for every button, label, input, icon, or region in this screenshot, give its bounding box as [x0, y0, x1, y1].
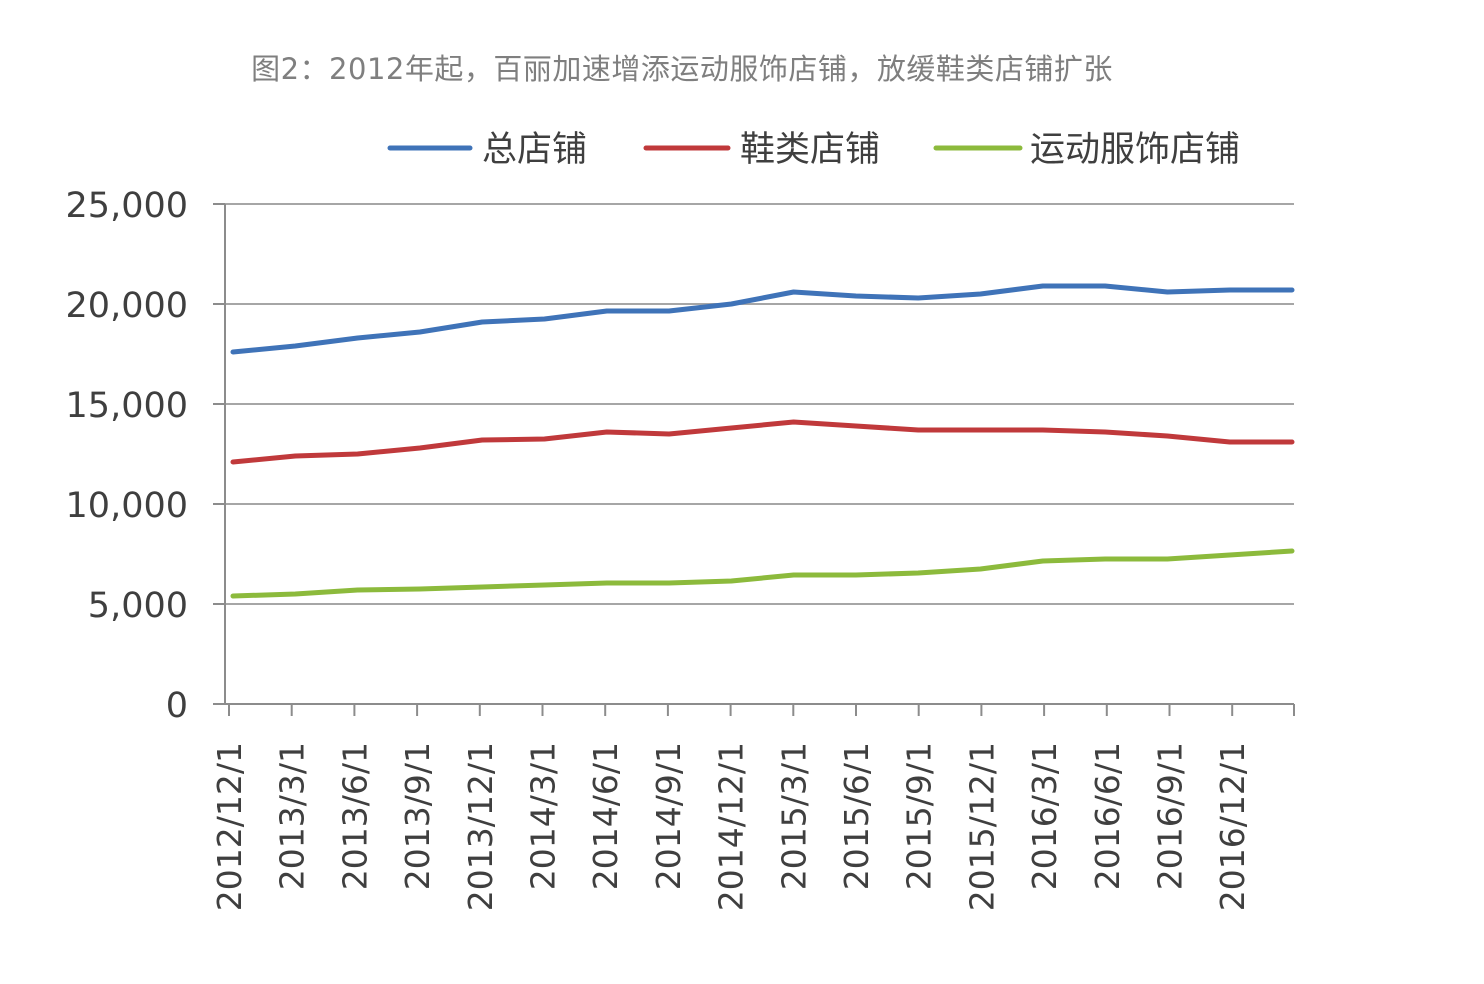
series-line-1 — [230, 419, 1295, 465]
legend-label-2: 运动服饰店铺 — [1030, 130, 1240, 170]
y-tick-label-0: 0 — [166, 686, 188, 726]
x-tick-label-13: 2016/3/1 — [1025, 742, 1064, 890]
series-line-0 — [230, 283, 1295, 355]
x-tick-label-2: 2013/6/1 — [335, 742, 374, 890]
series-lines — [230, 283, 1295, 599]
x-tick-label-16: 2016/12/1 — [1213, 742, 1252, 911]
x-tick-label-12: 2015/12/1 — [962, 742, 1001, 911]
x-tick-label-3: 2013/9/1 — [398, 742, 437, 890]
y-tick-label-3: 15,000 — [66, 386, 188, 426]
legend: 总店铺 鞋类店铺 运动服饰店铺 — [387, 130, 1240, 170]
x-tick-label-9: 2015/3/1 — [774, 742, 813, 890]
x-tick-label-15: 2016/9/1 — [1151, 742, 1190, 890]
y-tick-label-1: 5,000 — [88, 586, 188, 626]
gridlines — [225, 203, 1294, 605]
x-tick-label-11: 2015/9/1 — [900, 742, 939, 890]
x-tick-label-7: 2014/9/1 — [649, 742, 688, 890]
y-tick-label-5: 25,000 — [66, 186, 188, 226]
x-tick-label-4: 2013/12/1 — [461, 742, 500, 911]
x-tick-label-0: 2012/12/1 — [210, 742, 249, 911]
x-tick-label-1: 2013/3/1 — [273, 742, 312, 890]
y-tick-label-2: 10,000 — [66, 486, 188, 526]
y-tick-label-4: 20,000 — [66, 286, 188, 326]
x-tick-label-10: 2015/6/1 — [837, 742, 876, 890]
x-axis-tick-labels: 2012/12/1 2013/3/1 2013/6/1 2013/9/1 2013/12… — [210, 742, 1252, 911]
legend-label-1: 鞋类店铺 — [740, 130, 880, 170]
x-tick-label-6: 2014/6/1 — [586, 742, 625, 890]
axes — [213, 203, 1295, 716]
x-tick-label-14: 2016/6/1 — [1088, 742, 1127, 890]
chart-panel — [42, 108, 1322, 940]
series-line-2 — [230, 548, 1295, 599]
x-tick-label-5: 2014/3/1 — [524, 742, 563, 890]
y-axis-tick-labels: 0 5,000 10,000 15,000 20,000 25,000 — [66, 186, 188, 726]
figure-caption: 图2：2012年起，百丽加速增添运动服饰店铺，放缓鞋类店铺扩张 — [251, 52, 1113, 86]
x-tick-label-8: 2014/12/1 — [712, 742, 751, 911]
legend-label-0: 总店铺 — [482, 130, 587, 170]
